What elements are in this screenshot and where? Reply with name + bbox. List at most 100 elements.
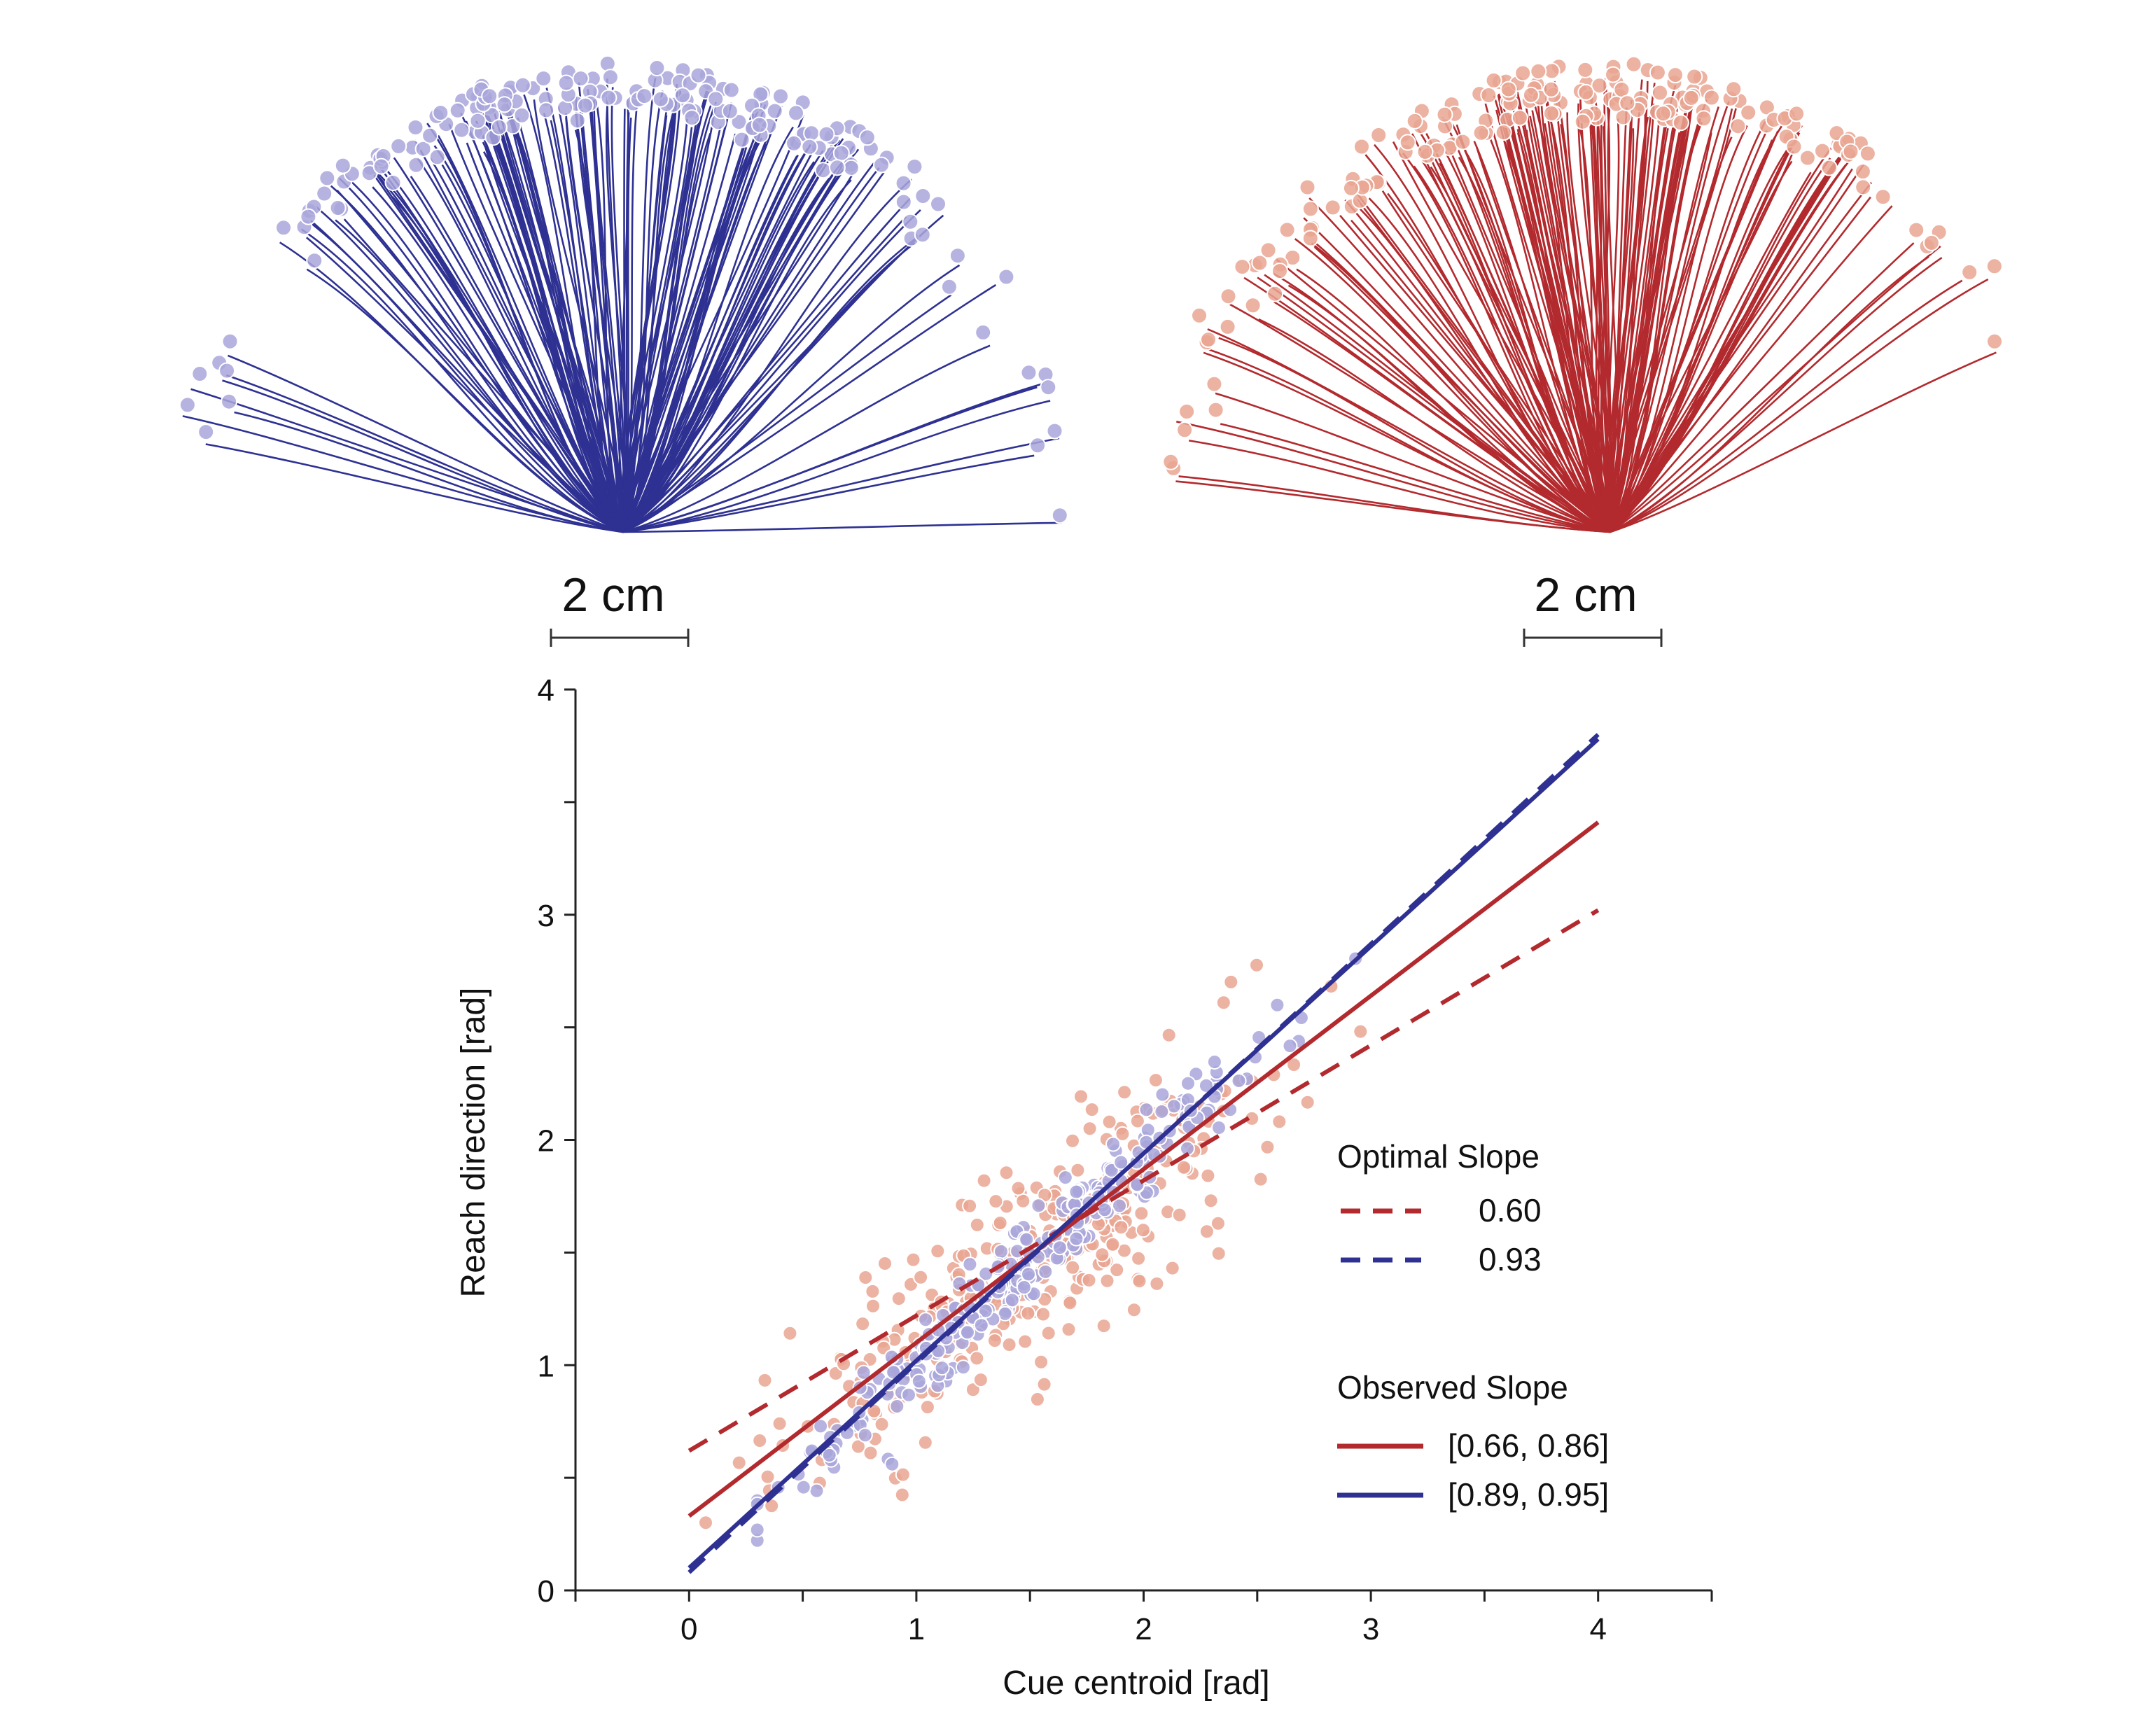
- trajectory-path: [622, 179, 852, 533]
- trajectory-path: [1609, 88, 1700, 533]
- trajectory-endpoint: [1485, 71, 1502, 89]
- scatter-point: [731, 1455, 747, 1471]
- scatter-point: [1176, 1159, 1192, 1175]
- trajectory-path: [501, 135, 624, 533]
- scatter-point: [1126, 1302, 1142, 1318]
- trajectory-path: [1207, 328, 1611, 533]
- scatter-point: [917, 1434, 933, 1450]
- trajectory-path: [579, 111, 624, 533]
- trajectory-endpoint: [858, 129, 876, 146]
- trajectory-endpoint: [1577, 61, 1594, 78]
- trajectory-path: [622, 209, 921, 533]
- scatter-point: [877, 1256, 893, 1271]
- trajectory-path: [465, 120, 624, 533]
- y-tick-label: 0: [538, 1574, 554, 1609]
- trajectory-endpoint: [1703, 89, 1720, 106]
- trajectory-endpoint: [1266, 285, 1284, 302]
- trajectory-endpoint: [1922, 234, 1940, 251]
- scatter-point: [1062, 1295, 1078, 1311]
- scatter-point: [1036, 1376, 1052, 1392]
- trajectory-endpoint: [1406, 112, 1423, 130]
- trajectory-path: [479, 99, 624, 533]
- scatter-point: [1105, 1236, 1121, 1252]
- trajectory-path: [1188, 440, 1611, 533]
- x-tick-label: 0: [680, 1612, 697, 1646]
- trajectory-endpoint: [1299, 178, 1316, 196]
- trajectory-endpoint: [1725, 80, 1743, 98]
- trajectory-path: [1207, 348, 1611, 533]
- trajectory-endpoint: [902, 213, 919, 230]
- trajectory-path: [1272, 272, 1611, 533]
- trajectory-endpoint: [1020, 364, 1038, 382]
- trajectory-endpoint: [421, 127, 439, 144]
- trajectory-endpoint: [1176, 421, 1194, 439]
- trajectory-path: [1287, 284, 1611, 533]
- trajectory-path: [190, 388, 624, 533]
- scatter-point: [1065, 1133, 1080, 1149]
- scatter-point: [857, 1427, 873, 1443]
- trajectory-path: [1610, 242, 1915, 533]
- trajectory-endpoint: [306, 252, 323, 270]
- trajectory-endpoint: [1859, 145, 1876, 162]
- scatter-point: [1353, 1023, 1369, 1040]
- trajectory-endpoint: [930, 195, 947, 213]
- scatter-point: [1138, 1102, 1154, 1118]
- trajectory-path: [622, 522, 1062, 533]
- scatter-point: [969, 1217, 985, 1233]
- trajectory-endpoint: [600, 89, 617, 106]
- scatter-point: [865, 1298, 881, 1314]
- scatter-point: [1073, 1088, 1089, 1105]
- trajectory-endpoint: [1605, 66, 1621, 83]
- trajectory-endpoint: [674, 87, 691, 104]
- scale-bar-right: 2 cm: [1523, 568, 1663, 647]
- trajectory-endpoint: [514, 76, 531, 94]
- trajectory-endpoint: [818, 125, 835, 143]
- scatter-point: [1164, 1260, 1180, 1276]
- trajectory-endpoint: [1342, 179, 1360, 197]
- blue-trajectory-fan: [179, 55, 1068, 533]
- trajectory-path: [622, 344, 991, 533]
- trajectory-path: [300, 228, 624, 533]
- trajectory-endpoint: [1500, 80, 1517, 98]
- scatter-point: [698, 1515, 713, 1531]
- trajectory-path: [228, 354, 624, 533]
- scatter-point: [1070, 1162, 1086, 1178]
- observed-slope-line: [687, 820, 1600, 1518]
- trajectory-path: [1605, 118, 1620, 533]
- trajectory-endpoint: [1353, 138, 1370, 155]
- trajectory-path: [1609, 117, 1633, 533]
- red-trajectory-fan: [1162, 55, 2003, 533]
- scatter-point: [1112, 1198, 1127, 1214]
- scatter-point: [1061, 1322, 1077, 1338]
- trajectory-endpoint: [1324, 199, 1341, 216]
- trajectory-path: [622, 109, 675, 533]
- scale-bar-left: 2 cm: [550, 568, 690, 647]
- scatter-point: [865, 1283, 881, 1299]
- x-tick-label: 1: [908, 1612, 925, 1646]
- legend-optimal-title: Optimal Slope: [1337, 1138, 1540, 1175]
- scatter-point: [969, 1350, 985, 1366]
- scatter-point: [1252, 1171, 1269, 1187]
- trajectory-endpoint: [1652, 84, 1669, 102]
- scatter-point: [1249, 957, 1264, 973]
- trajectory-endpoint: [803, 125, 821, 142]
- scatter-point: [895, 1466, 911, 1483]
- trajectory-path: [1311, 242, 1611, 533]
- scatter-point: [1223, 974, 1239, 990]
- trajectory-endpoint: [572, 70, 589, 88]
- legend-optimal-blue-label: 0.93: [1479, 1241, 1542, 1278]
- trajectory-endpoint: [786, 134, 802, 152]
- trajectory-path: [622, 172, 885, 533]
- scatter-point: [1161, 1027, 1177, 1043]
- x-tick-label: 3: [1362, 1612, 1379, 1646]
- scatter-point: [1129, 1113, 1145, 1129]
- scatter-point: [809, 1483, 825, 1499]
- trajectory-endpoint: [895, 193, 912, 211]
- trajectory-endpoint: [568, 112, 586, 130]
- scatter-point: [782, 1325, 798, 1341]
- trajectory-endpoint: [1251, 254, 1269, 272]
- y-axis-label: Reach direction [rad]: [455, 988, 492, 1298]
- trajectory-path: [622, 386, 1038, 533]
- trajectory-endpoint: [191, 365, 209, 382]
- trajectory-endpoint: [873, 156, 890, 174]
